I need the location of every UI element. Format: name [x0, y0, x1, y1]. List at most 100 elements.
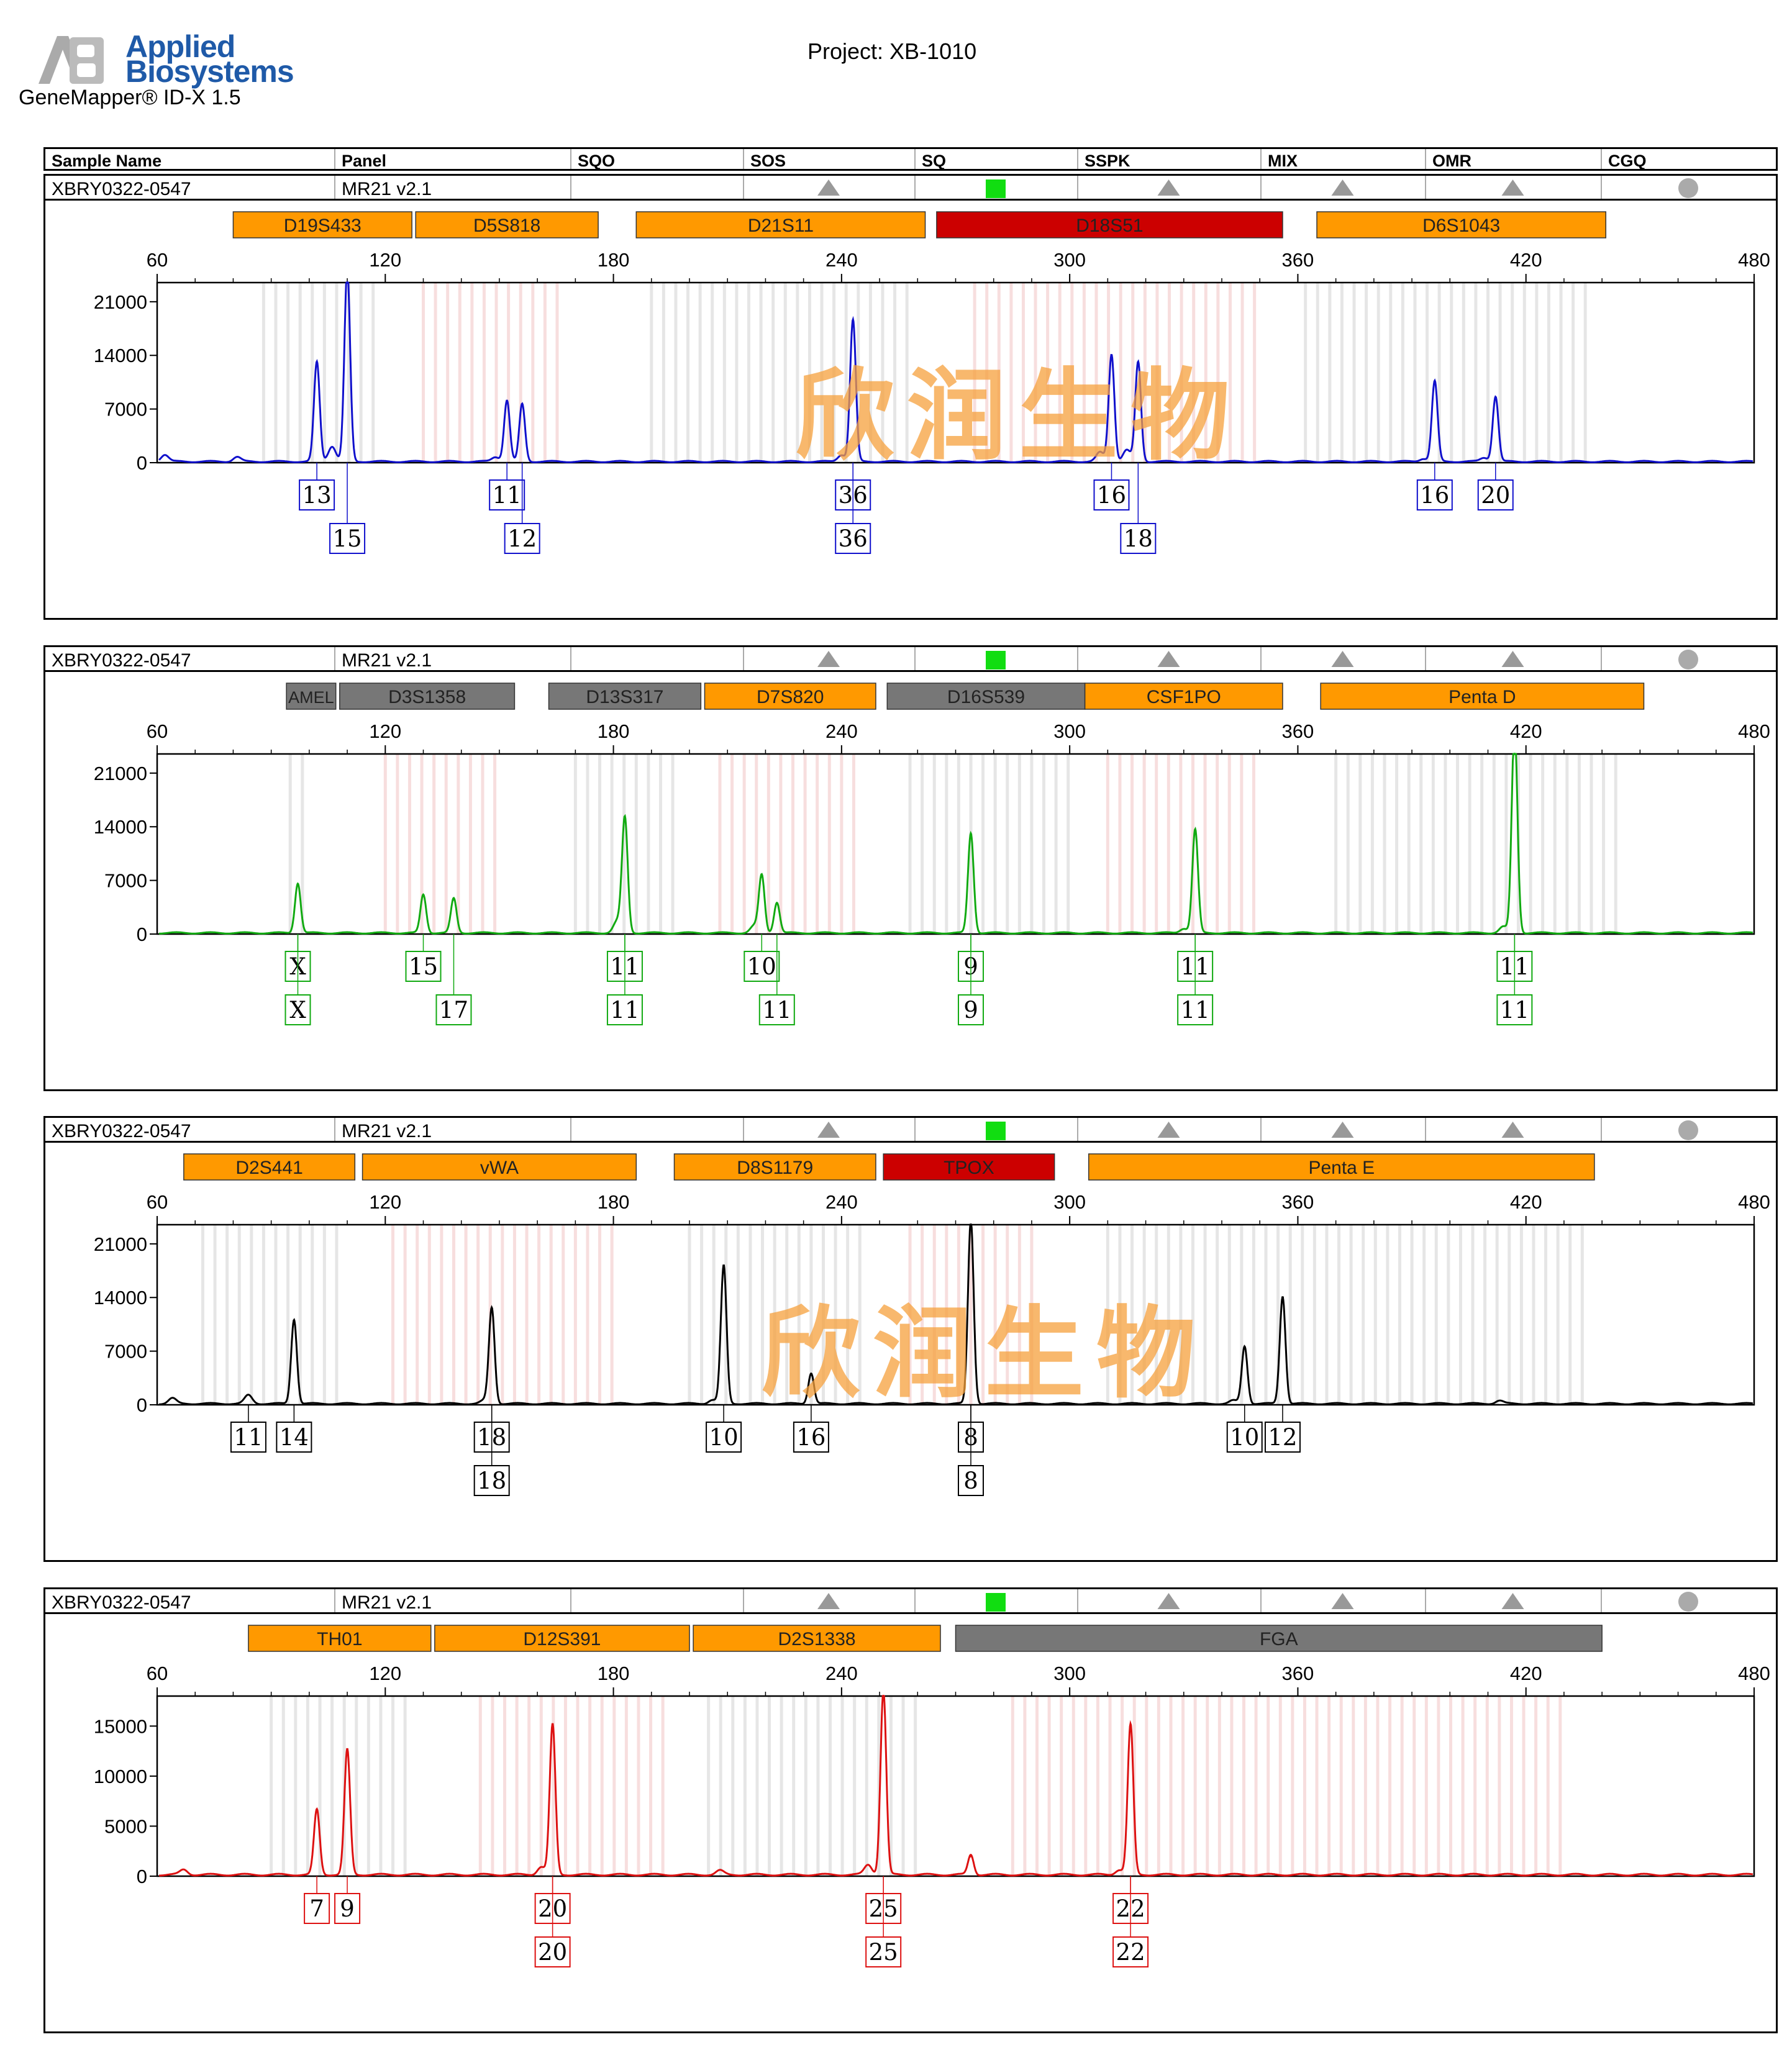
- allele-call-box[interactable]: [1177, 994, 1214, 1025]
- allele-call-label: 20: [1481, 482, 1510, 509]
- locus-marker[interactable]: [704, 683, 876, 710]
- locus-marker[interactable]: [362, 1153, 637, 1181]
- allele-call-box[interactable]: [504, 523, 540, 554]
- locus-marker[interactable]: [673, 1153, 876, 1181]
- locus-marker-label: Penta D: [1449, 687, 1516, 707]
- allele-call-box[interactable]: [957, 994, 984, 1025]
- y-tick-label: 0: [137, 923, 147, 945]
- allele-call-label: 12: [1268, 1424, 1297, 1451]
- allele-call-box[interactable]: [1093, 479, 1130, 510]
- peak-apex: [969, 1854, 972, 1858]
- allele-call-box[interactable]: [1477, 479, 1514, 510]
- allele-call-box[interactable]: [435, 994, 472, 1025]
- locus-marker[interactable]: [936, 211, 1283, 238]
- allele-call-box[interactable]: [744, 951, 780, 982]
- locus-marker[interactable]: [415, 211, 599, 238]
- info-cell-sq: [914, 1118, 1077, 1141]
- allele-call-box[interactable]: [405, 951, 442, 982]
- y-tick-label: 7000: [104, 399, 147, 420]
- status-circle-icon: [1678, 178, 1698, 198]
- product-name: GeneMapper® ID-X 1.5: [19, 86, 241, 109]
- status-square-icon: [986, 1122, 1006, 1140]
- locus-marker[interactable]: [1320, 683, 1645, 710]
- status-triangle-icon: [1501, 651, 1524, 667]
- allele-call-box[interactable]: [1496, 994, 1533, 1025]
- sample-info-row: XBRY0322-0547 MR21 v2.1: [45, 1118, 1776, 1143]
- allele-call-box[interactable]: [1416, 479, 1453, 510]
- allele-call-box[interactable]: [1264, 1422, 1301, 1453]
- x-tick-label: 180: [598, 1191, 630, 1213]
- locus-marker[interactable]: [883, 1153, 1055, 1181]
- allele-call-label: X: [289, 997, 306, 1023]
- peak-apex: [316, 1810, 319, 1813]
- locus-marker-label: TH01: [317, 1629, 362, 1649]
- x-tick-label: 480: [1738, 249, 1770, 271]
- allele-call-label: 10: [709, 1424, 739, 1451]
- status-triangle-icon: [1501, 1122, 1524, 1138]
- allele-call-box[interactable]: [957, 1465, 984, 1496]
- locus-marker[interactable]: [1084, 683, 1283, 710]
- allele-call-box[interactable]: [1226, 1422, 1263, 1453]
- allele-bin-group: [573, 754, 675, 934]
- info-cell-omr: [1425, 176, 1601, 199]
- locus-marker[interactable]: [434, 1625, 690, 1652]
- allele-call-box[interactable]: [284, 994, 311, 1025]
- x-tick-label: 300: [1053, 1663, 1086, 1684]
- project-title: Project: XB-1010: [807, 39, 977, 64]
- allele-bin-group: [908, 754, 1070, 934]
- allele-call-box[interactable]: [329, 523, 366, 554]
- locus-marker[interactable]: [248, 1625, 432, 1652]
- allele-bin-group: [688, 1225, 862, 1405]
- allele-call-box[interactable]: [1120, 523, 1157, 554]
- y-tick-label: 14000: [94, 345, 147, 366]
- info-cell-sos: [743, 1118, 914, 1141]
- status-triangle-icon: [817, 179, 840, 196]
- peak-apex: [1243, 1346, 1246, 1349]
- locus-marker[interactable]: [955, 1625, 1603, 1652]
- peak-apex: [490, 1307, 493, 1310]
- allele-call-box[interactable]: [793, 1422, 829, 1453]
- allele-call-box[interactable]: [276, 1422, 312, 1453]
- status-circle-icon: [1678, 1120, 1698, 1140]
- status-triangle-icon: [1157, 651, 1180, 667]
- allele-call-box[interactable]: [1112, 1936, 1149, 1967]
- status-triangle-icon: [1501, 1593, 1524, 1609]
- locus-marker[interactable]: [635, 211, 926, 238]
- allele-call-box[interactable]: [304, 1893, 330, 1924]
- allele-call-box[interactable]: [489, 479, 525, 510]
- allele-bin-group: [1011, 1696, 1562, 1876]
- locus-marker[interactable]: [232, 211, 412, 238]
- info-cell-sqo: [570, 1589, 743, 1612]
- col-omr: OMR: [1425, 149, 1601, 170]
- status-triangle-icon: [1331, 1122, 1354, 1138]
- info-cell-sspk: [1077, 176, 1260, 199]
- electropherogram-chart: TH01 D12S391 D2S1338 FGA 60 120 180 240 300 360 42…: [94, 1592, 1770, 1967]
- allele-call-box[interactable]: [835, 523, 871, 554]
- info-cell-mix: [1260, 176, 1425, 199]
- allele-call-label: 11: [1500, 997, 1529, 1023]
- allele-call-label: 18: [1124, 525, 1153, 552]
- locus-marker-label: AMEL: [288, 688, 334, 707]
- locus-marker-label: D19S433: [284, 216, 362, 236]
- allele-call-box[interactable]: [706, 1422, 742, 1453]
- locus-marker[interactable]: [1316, 211, 1607, 238]
- locus-marker[interactable]: [1088, 1153, 1595, 1181]
- info-cell-sq: [914, 647, 1077, 670]
- allele-call-box[interactable]: [230, 1422, 266, 1453]
- allele-call-box[interactable]: [758, 994, 795, 1025]
- locus-marker[interactable]: [339, 683, 516, 710]
- allele-call-box[interactable]: [534, 1936, 571, 1967]
- locus-marker-label: D3S1358: [388, 687, 466, 707]
- peak-apex: [293, 1319, 296, 1322]
- locus-marker[interactable]: [693, 1625, 941, 1652]
- allele-call-box[interactable]: [865, 1936, 902, 1967]
- peak-apex: [551, 1725, 554, 1728]
- sample-info-row: XBRY0322-0547 MR21 v2.1: [45, 647, 1776, 672]
- locus-marker[interactable]: [548, 683, 702, 710]
- locus-marker[interactable]: [286, 683, 337, 710]
- locus-marker[interactable]: [183, 1153, 356, 1181]
- allele-call-box[interactable]: [473, 1465, 510, 1496]
- allele-call-box[interactable]: [334, 1893, 361, 1924]
- allele-call-box[interactable]: [606, 994, 643, 1025]
- allele-call-box[interactable]: [299, 479, 335, 510]
